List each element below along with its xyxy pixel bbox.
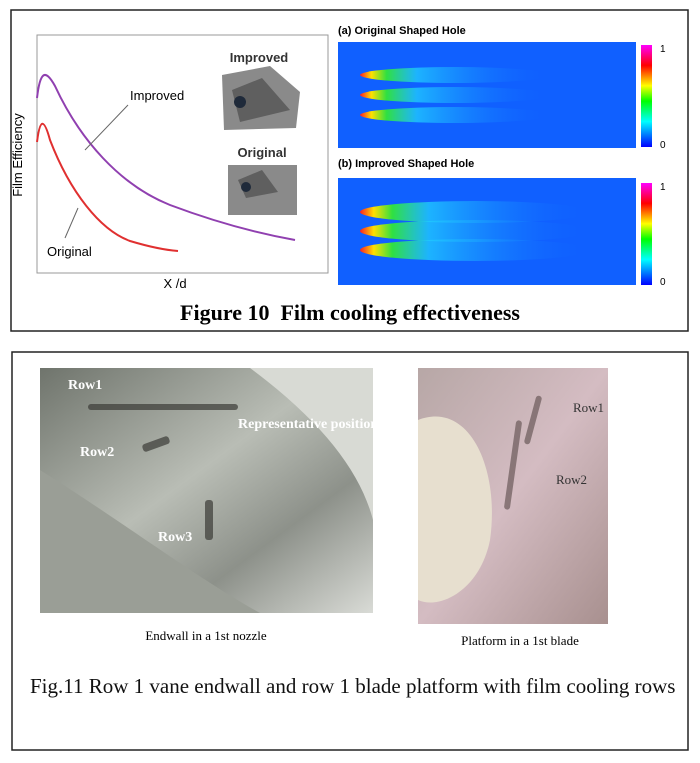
inset-label: Original: [237, 145, 286, 160]
colorbar: [641, 45, 652, 147]
jet: [360, 220, 590, 242]
improved-curve: [36, 74, 296, 241]
x-axis-label: X /d: [163, 276, 186, 291]
y-axis-label: Film Efficiency: [10, 113, 25, 197]
photo-caption: Endwall in a 1st nozzle: [145, 628, 267, 643]
jet: [360, 87, 550, 103]
photo-label: Row2: [80, 445, 114, 460]
curve-label: Improved: [130, 88, 184, 103]
colorbar-label: 1: [660, 44, 666, 55]
photo-label: Row3: [158, 530, 192, 545]
original-curve: [36, 122, 179, 252]
panel-title: (a) Original Shaped Hole: [338, 25, 466, 37]
figure-caption: Fig.11 Row 1 vane endwall and row 1 blad…: [30, 674, 676, 698]
photo-detail: [418, 416, 492, 603]
colorbar-label: 0: [660, 140, 666, 151]
panel-title: (b) Improved Shaped Hole: [338, 158, 474, 170]
hole-row: [88, 404, 238, 540]
inset-label: Improved: [230, 50, 289, 65]
figure-caption: Figure 10 Film cooling effectiveness: [180, 300, 520, 325]
inset-hole: [241, 182, 251, 192]
jet: [360, 239, 590, 261]
photo-label: Row1: [68, 378, 102, 393]
photo-caption: Platform in a 1st blade: [461, 633, 579, 648]
photo-label: Representative position: [238, 417, 378, 432]
photo-detail: [250, 368, 373, 520]
colorbar-label: 1: [660, 182, 666, 193]
hole-row: [504, 395, 542, 510]
callout-line: [84, 104, 129, 151]
photo-label: Row2: [556, 472, 587, 487]
inset-hole: [234, 96, 246, 108]
photo-label: Row1: [573, 400, 604, 415]
photo-detail: [40, 470, 260, 613]
jet: [360, 107, 550, 123]
curve-label: Original: [47, 244, 92, 259]
jet: [360, 201, 590, 223]
callout-line: [64, 207, 79, 239]
jet: [360, 67, 550, 83]
colorbar-label: 0: [660, 277, 666, 288]
colorbar: [641, 183, 652, 285]
inset-shape: [232, 78, 290, 122]
